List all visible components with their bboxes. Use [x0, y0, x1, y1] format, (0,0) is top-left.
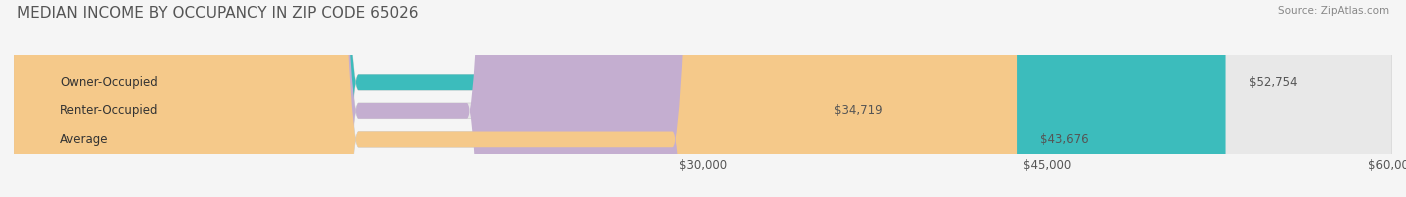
FancyBboxPatch shape	[14, 0, 1392, 197]
FancyBboxPatch shape	[14, 0, 1392, 197]
FancyBboxPatch shape	[14, 0, 1392, 197]
Text: $34,719: $34,719	[834, 104, 883, 117]
Text: Owner-Occupied: Owner-Occupied	[60, 76, 157, 89]
Text: $52,754: $52,754	[1249, 76, 1296, 89]
Text: Renter-Occupied: Renter-Occupied	[60, 104, 159, 117]
Text: Average: Average	[60, 133, 108, 146]
FancyBboxPatch shape	[14, 0, 811, 197]
Text: MEDIAN INCOME BY OCCUPANCY IN ZIP CODE 65026: MEDIAN INCOME BY OCCUPANCY IN ZIP CODE 6…	[17, 6, 419, 21]
FancyBboxPatch shape	[14, 0, 1226, 197]
Text: $43,676: $43,676	[1040, 133, 1088, 146]
Text: Source: ZipAtlas.com: Source: ZipAtlas.com	[1278, 6, 1389, 16]
FancyBboxPatch shape	[14, 0, 1017, 197]
